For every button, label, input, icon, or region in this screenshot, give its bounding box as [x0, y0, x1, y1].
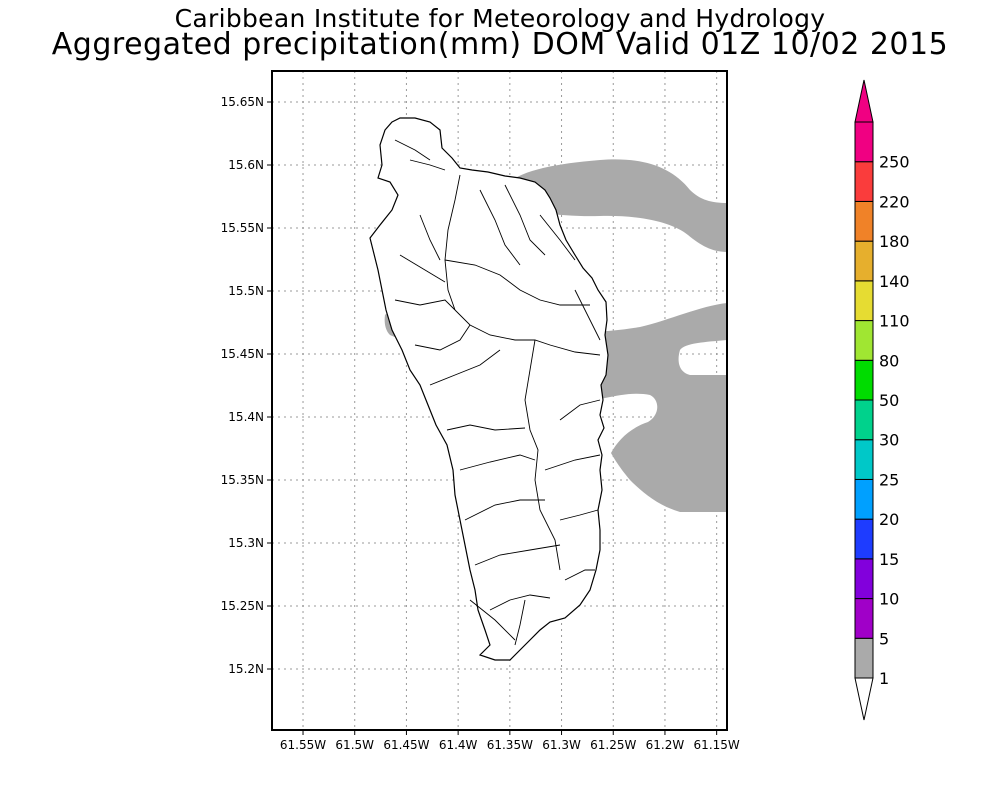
colorbar-swatch: [854, 320, 874, 361]
colorbar-label: 20: [879, 510, 899, 529]
colorbar-swatch: [854, 359, 874, 401]
precip-band-north: [503, 159, 727, 252]
lon-tick-label: 61.5W: [335, 738, 374, 752]
colorbar-swatch: [854, 637, 874, 679]
lat-tick-label: 15.65N: [221, 95, 264, 109]
colorbar-swatch: [854, 200, 874, 242]
colorbar-label: 140: [879, 272, 910, 291]
colorbar-label: 5: [879, 629, 889, 648]
lon-tick-label: 61.15W: [694, 738, 740, 752]
colorbar-swatch: [854, 558, 874, 600]
colorbar-swatch: [854, 399, 874, 441]
axis-ticks: 61.55W 61.5W 61.45W 61.4W 61.35W 61.3W 61.25W 6…: [221, 95, 740, 752]
title-line-1: Caribbean Institute for Meteorology and …: [174, 4, 826, 33]
lon-tick-label: 61.35W: [487, 738, 533, 752]
lat-tick-label: 15.3N: [228, 536, 264, 550]
lon-tick-label: 61.4W: [439, 738, 478, 752]
dominica-island: [369, 117, 609, 661]
colorbar-swatch: [854, 518, 874, 560]
lat-tick-label: 15.25N: [221, 599, 264, 613]
colorbar-swatch: [854, 280, 874, 322]
colorbar-label: 50: [879, 391, 899, 410]
colorbar-swatch: [854, 439, 874, 480]
lat-tick-label: 15.4N: [228, 410, 264, 424]
colorbar-label: 110: [879, 312, 910, 331]
lat-tick-label: 15.55N: [221, 221, 264, 235]
lon-tick-label: 61.2W: [646, 738, 685, 752]
lon-tick-label: 61.25W: [590, 738, 636, 752]
lon-tick-label: 61.55W: [280, 738, 326, 752]
lat-tick-label: 15.6N: [228, 158, 264, 172]
colorbar-label: 10: [879, 590, 899, 609]
colorbar-swatch: [854, 121, 874, 163]
lat-tick-label: 15.5N: [228, 284, 264, 298]
colorbar-swatch: [854, 161, 874, 202]
lon-tick-label: 61.45W: [383, 738, 429, 752]
colorbar-label: 25: [879, 470, 899, 489]
colorbar-label: 15: [879, 550, 899, 569]
lat-tick-label: 15.35N: [221, 473, 264, 487]
watershed-lines: [394, 139, 601, 646]
colorbar-swatch: [854, 240, 874, 282]
lon-tick-label: 61.3W: [542, 738, 581, 752]
lat-tick-label: 15.2N: [228, 662, 264, 676]
colorbar-over-arrow: [854, 79, 874, 123]
colorbar-under-arrow: [854, 677, 874, 721]
title-line-2: Aggregated precipitation(mm) DOM Valid 0…: [51, 27, 949, 62]
colorbar-label: 220: [879, 192, 910, 211]
colorbar-label: 30: [879, 431, 899, 450]
colorbar-swatch: [854, 478, 874, 520]
colorbar-label: 80: [879, 351, 899, 370]
colorbar-label: 180: [879, 232, 910, 251]
map-frame: [271, 70, 728, 731]
lat-tick-label: 15.45N: [221, 347, 264, 361]
colorbar-label: 250: [879, 153, 910, 172]
colorbar-swatch: [854, 598, 874, 639]
colorbar-label: 1: [879, 669, 889, 688]
